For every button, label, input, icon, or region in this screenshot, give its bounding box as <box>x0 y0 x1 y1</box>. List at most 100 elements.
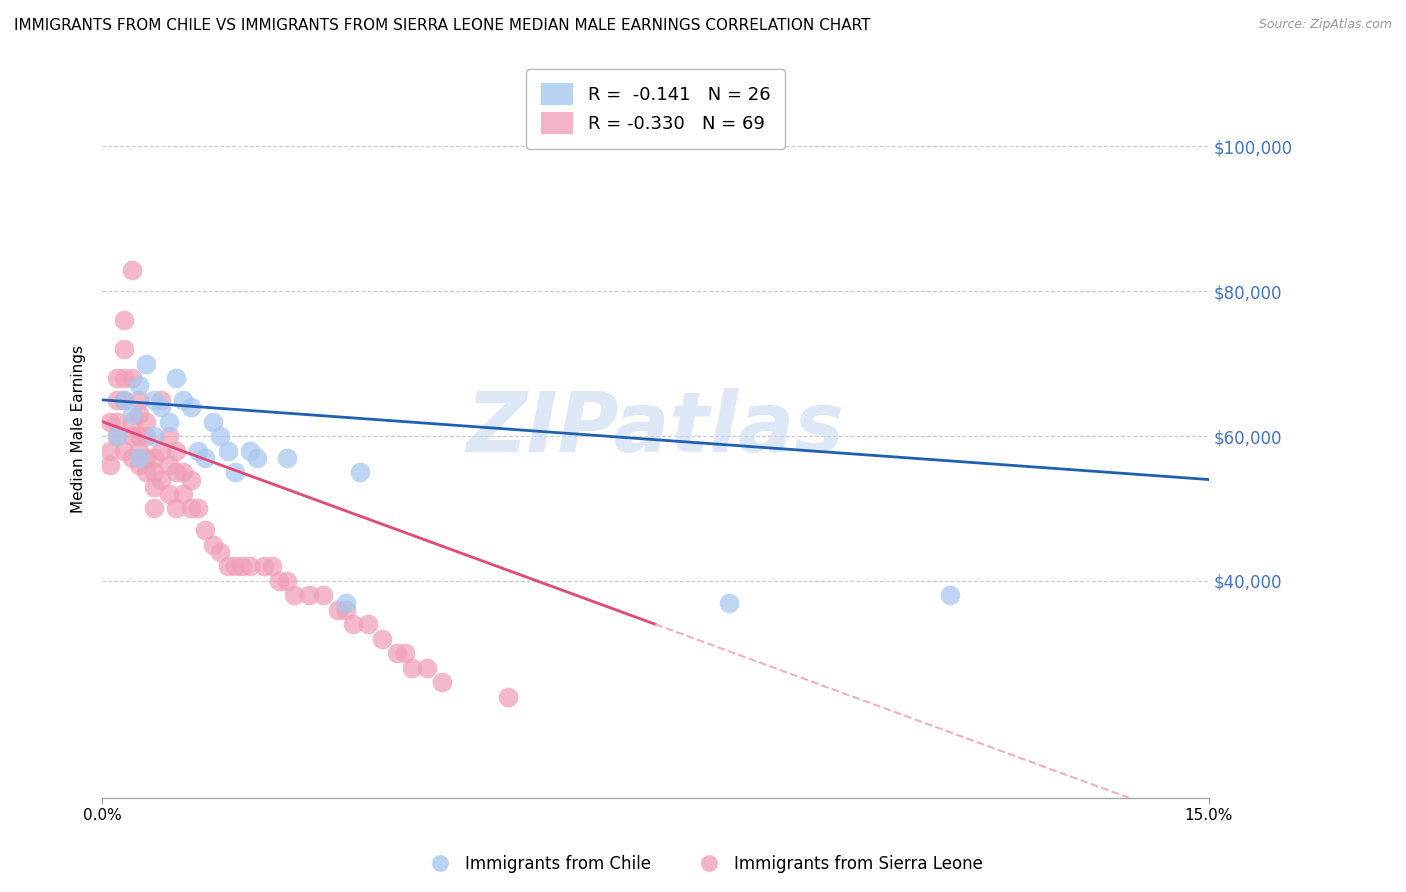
Point <box>135 415 157 429</box>
Point <box>269 574 291 588</box>
Point <box>112 313 135 327</box>
Point <box>718 596 741 610</box>
Point <box>142 501 165 516</box>
Point <box>394 646 416 660</box>
Point <box>416 661 439 675</box>
Point <box>150 443 173 458</box>
Point <box>128 450 150 465</box>
Point <box>496 690 519 704</box>
Point <box>98 443 121 458</box>
Point <box>157 429 180 443</box>
Point <box>371 632 394 646</box>
Point <box>112 392 135 407</box>
Point <box>135 465 157 479</box>
Point <box>98 415 121 429</box>
Point <box>276 450 298 465</box>
Point <box>105 429 128 443</box>
Point <box>187 443 209 458</box>
Point <box>121 415 143 429</box>
Point <box>121 450 143 465</box>
Point <box>342 617 364 632</box>
Point <box>157 415 180 429</box>
Point <box>165 501 187 516</box>
Point <box>430 675 453 690</box>
Point <box>150 392 173 407</box>
Point <box>224 465 246 479</box>
Point <box>939 588 962 602</box>
Point <box>128 408 150 422</box>
Point <box>172 465 194 479</box>
Point <box>276 574 298 588</box>
Point <box>312 588 335 602</box>
Point <box>105 429 128 443</box>
Point <box>357 617 380 632</box>
Point <box>209 429 232 443</box>
Point <box>105 371 128 385</box>
Point <box>194 450 217 465</box>
Point <box>201 415 224 429</box>
Point <box>98 458 121 472</box>
Point <box>260 559 283 574</box>
Point <box>135 450 157 465</box>
Point <box>187 501 209 516</box>
Point <box>253 559 276 574</box>
Point <box>128 378 150 392</box>
Point <box>135 357 157 371</box>
Text: IMMIGRANTS FROM CHILE VS IMMIGRANTS FROM SIERRA LEONE MEDIAN MALE EARNINGS CORRE: IMMIGRANTS FROM CHILE VS IMMIGRANTS FROM… <box>14 18 870 33</box>
Point <box>246 450 269 465</box>
Legend: R =  -0.141   N = 26, R = -0.330   N = 69: R = -0.141 N = 26, R = -0.330 N = 69 <box>526 69 785 149</box>
Point <box>135 429 157 443</box>
Point <box>180 501 202 516</box>
Point <box>112 342 135 356</box>
Point <box>172 487 194 501</box>
Point <box>231 559 253 574</box>
Point <box>142 465 165 479</box>
Legend: Immigrants from Chile, Immigrants from Sierra Leone: Immigrants from Chile, Immigrants from S… <box>416 848 990 880</box>
Point <box>121 371 143 385</box>
Point <box>335 603 357 617</box>
Point <box>150 473 173 487</box>
Point <box>142 392 165 407</box>
Point <box>239 443 262 458</box>
Point <box>157 487 180 501</box>
Point <box>283 588 305 602</box>
Point <box>157 458 180 472</box>
Point <box>105 392 128 407</box>
Y-axis label: Median Male Earnings: Median Male Earnings <box>72 345 86 513</box>
Point <box>239 559 262 574</box>
Point <box>128 429 150 443</box>
Point <box>142 450 165 465</box>
Point <box>105 415 128 429</box>
Point <box>112 392 135 407</box>
Point <box>335 596 357 610</box>
Point <box>142 480 165 494</box>
Point <box>209 545 232 559</box>
Point <box>121 262 143 277</box>
Point <box>201 538 224 552</box>
Point <box>165 371 187 385</box>
Point <box>298 588 321 602</box>
Text: Source: ZipAtlas.com: Source: ZipAtlas.com <box>1258 18 1392 31</box>
Point <box>180 400 202 414</box>
Point <box>217 559 239 574</box>
Point <box>121 408 143 422</box>
Point <box>128 392 150 407</box>
Point <box>165 443 187 458</box>
Point <box>387 646 409 660</box>
Point <box>142 429 165 443</box>
Point <box>128 443 150 458</box>
Point <box>121 429 143 443</box>
Point <box>112 443 135 458</box>
Text: ZIPatlas: ZIPatlas <box>467 388 845 469</box>
Point <box>224 559 246 574</box>
Point <box>180 473 202 487</box>
Point <box>165 465 187 479</box>
Point <box>172 392 194 407</box>
Point <box>349 465 371 479</box>
Point <box>150 400 173 414</box>
Point <box>194 523 217 537</box>
Point <box>328 603 350 617</box>
Point <box>112 371 135 385</box>
Point <box>128 458 150 472</box>
Point <box>217 443 239 458</box>
